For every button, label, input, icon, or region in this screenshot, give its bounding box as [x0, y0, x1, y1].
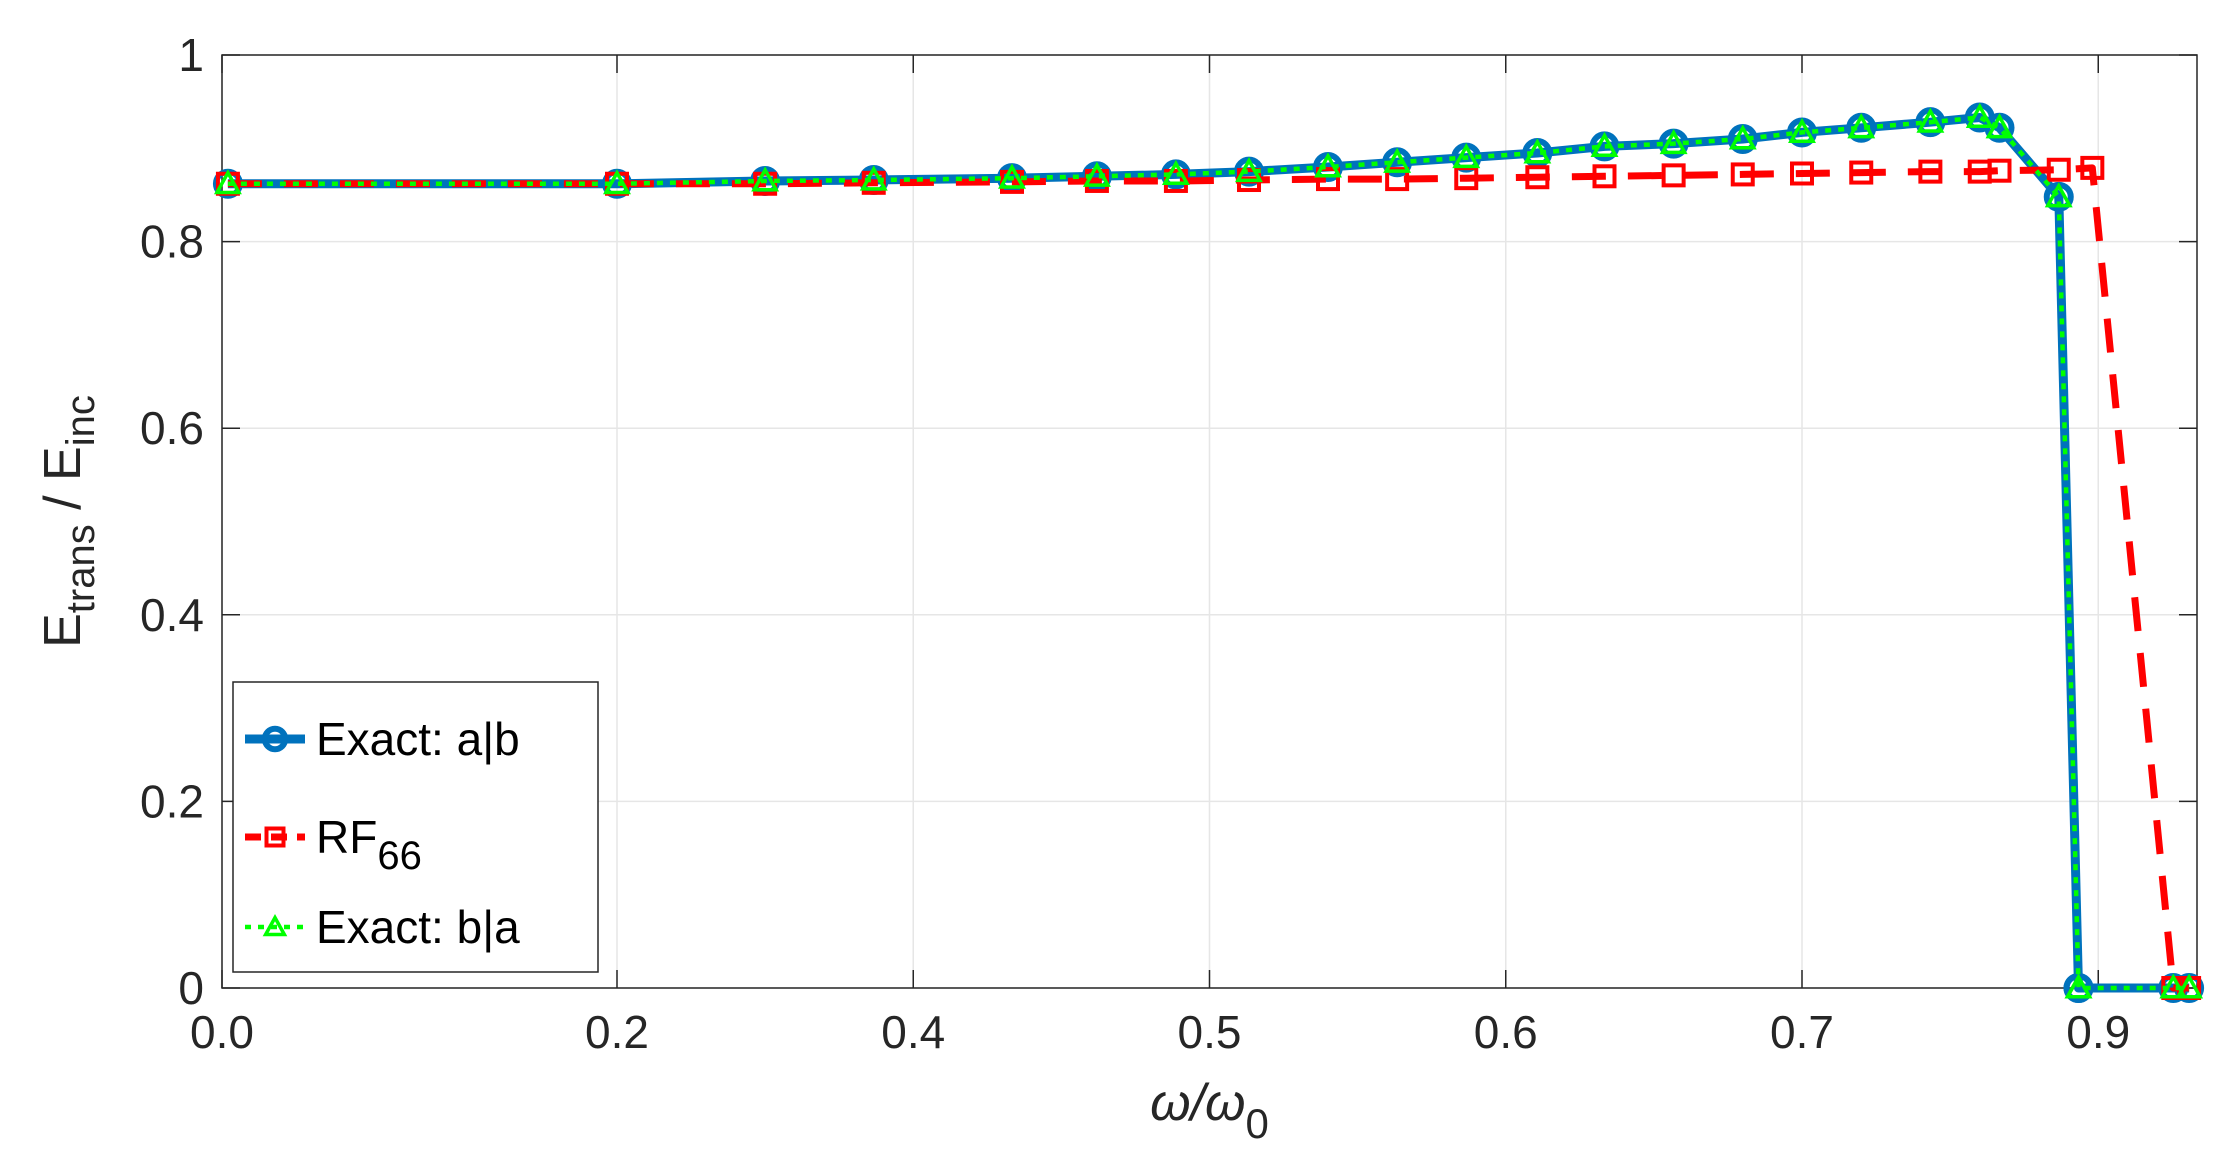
y-axis-label-sub2: inc — [59, 395, 103, 446]
legend-sample-rf66 — [245, 826, 305, 848]
data-point — [1525, 165, 1550, 190]
data-point — [1316, 167, 1340, 192]
x-tick-label: 0.0 — [190, 1006, 254, 1058]
y-axis-label-main2: E — [34, 446, 92, 481]
x-tick-label: 0.2 — [585, 1006, 649, 1058]
legend-sample-exact-ab — [245, 725, 305, 753]
legend-marker — [261, 725, 289, 753]
data-point — [2044, 182, 2073, 208]
series-line — [227, 115, 2190, 991]
data-point — [1592, 164, 1617, 189]
legend: Exact: a|b RF66 Exact: b|a — [232, 681, 599, 973]
data-point — [603, 169, 631, 195]
data-point — [751, 166, 780, 192]
data-point — [1847, 113, 1876, 139]
legend-marker — [262, 914, 288, 937]
data-point — [861, 170, 886, 195]
data-point — [2080, 155, 2105, 180]
data-point — [1730, 162, 1755, 187]
data-point — [1452, 143, 1481, 169]
data-point — [1916, 107, 1945, 133]
data-point — [1661, 163, 1686, 188]
data-point — [859, 165, 888, 191]
y-axis-label-sub1: trans — [59, 524, 103, 613]
data-point — [1985, 113, 2014, 139]
data-point — [1790, 161, 1814, 186]
x-tick-label: 0.6 — [1474, 1006, 1538, 1058]
data-point — [1965, 102, 1994, 129]
axis-ticks: 0.0 0.2 0.4 0.5 0.6 0.7 0.9 0 0.2 0.4 0.6 0.8 1 — [140, 29, 2197, 1058]
y-tick-label: 0.4 — [140, 589, 204, 641]
data-point — [1918, 159, 1943, 184]
data-point — [2159, 973, 2188, 999]
data-point — [2175, 973, 2204, 999]
data-point — [1728, 124, 1757, 150]
legend-label-rf66-sub: 66 — [377, 834, 422, 878]
x-tick-label: 0.5 — [1178, 1006, 1242, 1058]
data-point — [1161, 159, 1190, 185]
x-tick-label: 0.9 — [2066, 1006, 2130, 1058]
y-tick-label: 0.2 — [140, 775, 204, 827]
y-tick-label: 0 — [178, 962, 204, 1014]
data-point — [1385, 167, 1410, 192]
data-point — [1082, 161, 1111, 187]
y-tick-label: 0.6 — [140, 402, 204, 454]
data-point — [1849, 160, 1874, 185]
x-axis-label: ω/ω0 — [1150, 1074, 1269, 1147]
y-tick-label: 1 — [178, 29, 204, 81]
series-line — [227, 164, 2190, 992]
x-axis-label-sub: 0 — [1246, 1100, 1269, 1147]
legend-marker — [264, 826, 286, 848]
y-axis-label-main1: E — [34, 613, 92, 648]
x-tick-label: 0.7 — [1770, 1006, 1834, 1058]
series-2 — [213, 102, 2204, 999]
data-point — [753, 171, 778, 196]
legend-label-exact-ab: Exact: a|b — [316, 713, 520, 765]
legend-label-rf66-main: RF — [316, 811, 377, 863]
data-point — [2064, 973, 2093, 999]
legend-label-rf66: RF66 — [316, 811, 422, 878]
data-point — [1987, 158, 2012, 183]
data-point — [1314, 152, 1342, 178]
data-point — [998, 163, 1026, 189]
y-tick-label: 0.8 — [140, 216, 204, 268]
legend-entry-exact-ab: Exact: a|b — [245, 713, 520, 765]
data-point — [213, 169, 242, 195]
legend-sample-exact-ba — [245, 914, 305, 937]
data-point — [1383, 147, 1412, 173]
y-axis-label: Etrans / Einc — [34, 395, 103, 648]
data-point — [1590, 131, 1619, 157]
legend-entry-rf66: RF66 — [245, 811, 422, 878]
data-point — [1235, 157, 1263, 183]
data-point — [1788, 117, 1816, 143]
series-group — [212, 102, 2205, 1003]
data-point — [1523, 138, 1552, 164]
data-point — [2046, 157, 2071, 182]
x-axis-label-main: ω/ω — [1150, 1074, 1245, 1132]
legend-entry-exact-ba: Exact: b|a — [245, 901, 520, 953]
x-tick-label: 0.4 — [881, 1006, 945, 1058]
legend-label-exact-ba: Exact: b|a — [316, 901, 520, 953]
data-point — [1659, 129, 1688, 155]
legend-box — [232, 681, 599, 973]
y-axis-label-sep: / — [34, 481, 92, 524]
